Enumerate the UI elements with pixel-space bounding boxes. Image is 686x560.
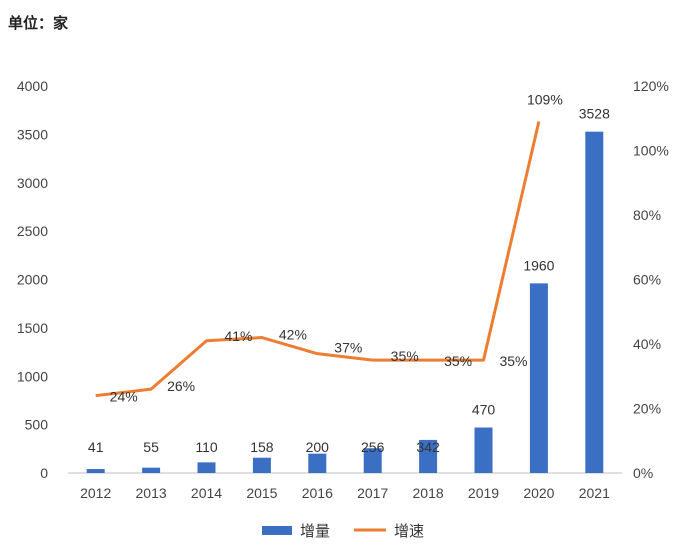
x-tick-label: 2015 [246, 485, 277, 501]
right-axis: 0% 20% 40% 60% 80% 100% 120% [633, 78, 669, 481]
y-left-tick-label: 1000 [17, 368, 48, 384]
legend: 增量 增速 [262, 522, 424, 540]
y-left-tick-label: 1500 [17, 320, 48, 336]
line-data-label: 109% [527, 91, 563, 107]
y-right-tick-label: 40% [633, 336, 661, 352]
y-left-tick-label: 0 [40, 465, 48, 481]
x-tick-label: 2019 [468, 485, 499, 501]
bar-labels: 41 55 110 158 200 256 342 470 1960 3528 [88, 106, 610, 455]
bar-data-label: 110 [195, 439, 218, 455]
bar [585, 131, 604, 473]
bar-series [86, 131, 604, 473]
legend-label-bar: 增量 [300, 522, 330, 540]
y-right-tick-label: 80% [633, 207, 661, 223]
legend-label-line: 增速 [394, 522, 424, 540]
bar [142, 467, 161, 473]
bar-data-label: 342 [416, 439, 440, 455]
y-right-tick-label: 60% [633, 272, 661, 288]
bar [419, 439, 438, 473]
bar [363, 448, 382, 473]
line-data-label: 42% [279, 327, 307, 343]
line-data-label: 41% [224, 328, 252, 344]
y-left-tick-label: 2000 [17, 272, 48, 288]
line-data-label: 35% [499, 353, 527, 369]
bar [474, 427, 493, 473]
growth-line [95, 121, 541, 398]
x-tick-label: 2018 [413, 485, 444, 501]
bar-data-label: 1960 [523, 257, 554, 273]
line-data-label: 24% [110, 389, 138, 405]
line-series [95, 121, 541, 398]
x-tick-label: 2020 [523, 485, 554, 501]
y-left-tick-label: 3000 [17, 175, 48, 191]
bar-data-label: 3528 [579, 106, 610, 122]
y-left-tick-label: 4000 [17, 78, 48, 94]
legend-swatch-bar [262, 526, 292, 535]
y-left-tick-label: 2500 [17, 223, 48, 239]
x-tick-label: 2021 [579, 485, 610, 501]
y-left-tick-label: 500 [25, 417, 49, 433]
bar-data-label: 200 [306, 439, 330, 455]
x-tick-label: 2016 [302, 485, 333, 501]
y-right-tick-label: 0% [633, 465, 653, 481]
x-tick-label: 2012 [80, 485, 111, 501]
bar [529, 283, 548, 473]
x-tick-label: 2017 [357, 485, 388, 501]
x-axis: 2012 2013 2014 2015 2016 2017 2018 2019 2020 2021 [80, 485, 610, 501]
bar-data-label: 256 [361, 439, 385, 455]
bar [197, 462, 216, 473]
line-data-label: 26% [167, 378, 195, 394]
bar [86, 469, 105, 473]
y-right-tick-label: 20% [633, 401, 661, 417]
bar-data-label: 55 [143, 439, 159, 455]
line-data-label: 35% [391, 348, 419, 364]
line-data-label: 37% [334, 340, 362, 356]
x-tick-label: 2013 [136, 485, 167, 501]
line-data-label: 35% [444, 353, 472, 369]
y-right-tick-label: 120% [633, 78, 669, 94]
bar-data-label: 470 [472, 402, 496, 418]
bar-data-label: 41 [88, 439, 104, 455]
bar [252, 457, 271, 473]
y-left-tick-label: 3500 [17, 126, 48, 142]
bar-data-label: 158 [250, 439, 274, 455]
line-labels: 24% 26% 41% 42% 37% 35% 35% 35% 109% [110, 91, 563, 404]
y-right-tick-label: 100% [633, 143, 669, 159]
bar [308, 453, 327, 473]
x-tick-label: 2014 [191, 485, 222, 501]
left-axis: 0 500 1000 1500 2000 2500 3000 3500 4000 [17, 78, 48, 481]
unit-label: 单位：家 [8, 14, 68, 32]
